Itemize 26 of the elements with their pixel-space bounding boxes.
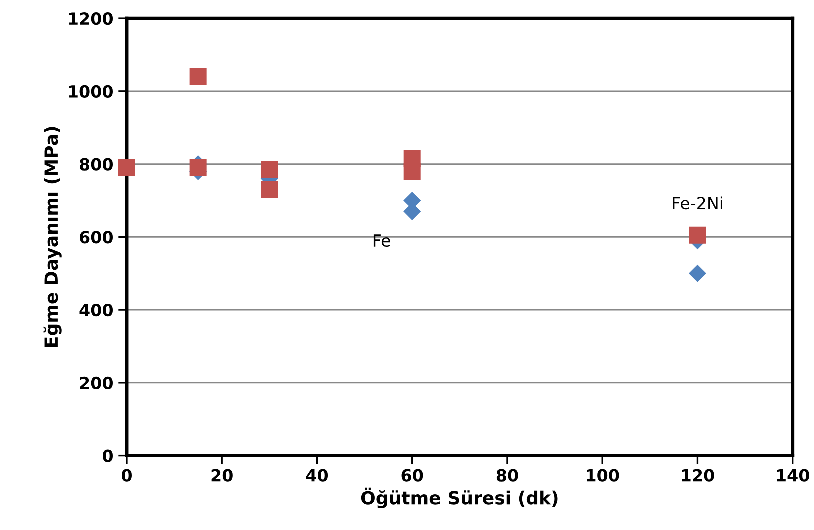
point bbox=[261, 181, 278, 198]
y-tick-label: 1000 bbox=[69, 85, 113, 98]
point bbox=[261, 161, 278, 178]
y-tick-label: 200 bbox=[80, 376, 113, 390]
x-tick-label: 20 bbox=[212, 469, 233, 482]
y-tick-label: 800 bbox=[80, 158, 113, 171]
x-axis-title: Öğütme Süresi (dk) bbox=[361, 488, 558, 509]
x-tick-label: 80 bbox=[496, 469, 518, 482]
point bbox=[689, 226, 706, 244]
series-label: Fe-2Ni bbox=[673, 196, 722, 210]
x-tick-label: 100 bbox=[587, 469, 620, 482]
x-tick-label: 0 bbox=[122, 469, 132, 482]
point bbox=[688, 264, 706, 282]
y-tick-label: 600 bbox=[80, 231, 113, 244]
y-tick-label: 1200 bbox=[69, 12, 113, 26]
x-tick-label: 40 bbox=[306, 469, 328, 482]
x-tick-label: 120 bbox=[682, 469, 714, 482]
y-tick-label: 0 bbox=[102, 450, 113, 462]
point bbox=[118, 159, 136, 176]
point bbox=[404, 163, 421, 180]
y-tick-label: 400 bbox=[80, 304, 113, 317]
y-axis-title: Eğme Dayanımı (MPa) bbox=[44, 127, 62, 347]
x-tick-label: 140 bbox=[777, 469, 810, 482]
series-label: Fe bbox=[374, 234, 390, 248]
point bbox=[190, 68, 207, 86]
x-tick-label: 60 bbox=[402, 469, 424, 482]
